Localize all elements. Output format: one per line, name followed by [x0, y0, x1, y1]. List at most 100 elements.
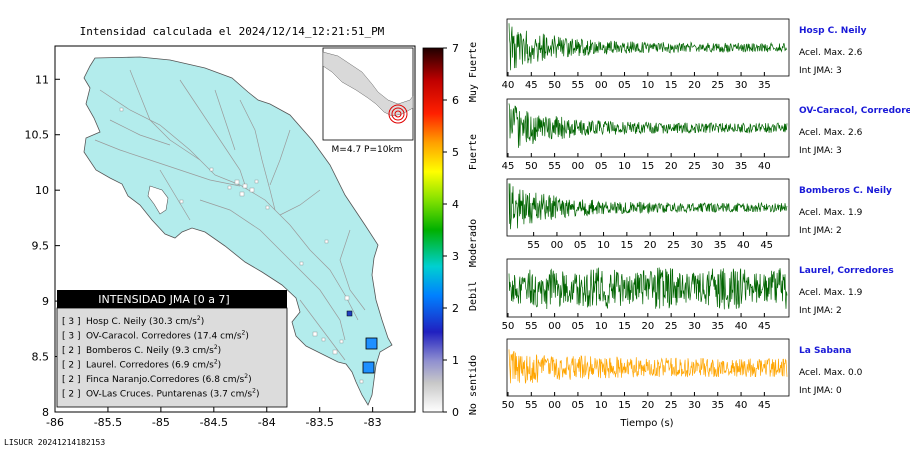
map-x-tick-label: -85	[152, 416, 170, 429]
waveform-x-tick-label: 45	[760, 240, 773, 251]
waveform-x-tick-label: 50	[502, 321, 515, 332]
legend-item-level: [ 2 ]	[62, 346, 80, 356]
waveform-x-tick-label: 15	[641, 161, 654, 172]
station-name: OV-Caracol, Corredore	[799, 106, 910, 116]
waveform-x-tick-label: 10	[595, 400, 608, 411]
station-name: Bomberos C. Neily	[799, 186, 892, 196]
legend-item-level: [ 2 ]	[62, 390, 80, 400]
station-name: La Sabana	[799, 346, 852, 356]
waveform-x-tick-label: 50	[525, 161, 538, 172]
waveform-x-tick-label: 40	[502, 80, 515, 91]
waveform-x-tick-label: 15	[618, 400, 631, 411]
waveform-x-tick-label: 50	[502, 400, 515, 411]
waveform-x-tick-label: 00	[595, 80, 608, 91]
waveform-x-tick-label: 25	[667, 240, 680, 251]
legend-item: OV-Las Cruces. Puntarenas (3.7 cm/s2)	[86, 388, 259, 400]
waveform-x-tick-label: 45	[525, 80, 538, 91]
station-marker-ov-las-cruces	[362, 361, 375, 374]
waveform-x-tick-label: 20	[641, 321, 654, 332]
waveform-x-tick-label: 45	[502, 161, 515, 172]
intensity-legend: INTENSIDAD JMA [0 a 7] [ 3 ] Hosp C. Neil…	[56, 290, 288, 408]
station-accel-max: Acel. Max. 1.9	[799, 288, 863, 298]
waveform-x-tick-label: 55	[527, 240, 540, 251]
colorbar-category-label: Muy Fuerte	[468, 42, 479, 102]
station-marker-laurel	[346, 310, 353, 317]
costa-rica-land	[83, 56, 393, 406]
waveform-x-tick-label: 55	[572, 80, 585, 91]
waveform-x-tick-label: 55	[548, 161, 561, 172]
colorbar-tick-label: 3	[452, 250, 459, 263]
map-y-tick-label: 9	[42, 295, 49, 308]
waveform-trace	[508, 183, 788, 230]
waveform-x-tick-label: 30	[711, 161, 724, 172]
waveform-x-tick-label: 10	[641, 80, 654, 91]
map-y-tick-label: 8	[42, 406, 49, 419]
colorbar-tick-label: 5	[452, 146, 459, 159]
map-y-tick-label: 10	[35, 184, 49, 197]
legend-title: INTENSIDAD JMA [0 a 7]	[98, 293, 229, 306]
legend-item: Laurel. Corredores (6.9 cm/s2)	[86, 359, 221, 371]
waveform-x-tick-label: 10	[618, 161, 631, 172]
x-axis-label: Tiempo (s)	[619, 418, 673, 429]
colorbar-tick-label: 2	[452, 302, 459, 315]
waveform-x-tick-label: 30	[690, 240, 703, 251]
station-int-jma: Int JMA: 3	[799, 146, 842, 156]
map-y-tick-label: 8.5	[32, 351, 50, 364]
waveform-trace	[508, 267, 788, 310]
waveform-x-tick-label: 00	[548, 400, 561, 411]
footer-id: LISUCR 20241214182153	[4, 438, 106, 447]
waveform-trace	[508, 349, 788, 384]
colorbar-category-label: Moderado	[468, 219, 479, 267]
waveform-x-tick-label: 35	[758, 80, 771, 91]
road-network	[94, 69, 366, 361]
colorbar-category-label: Fuerte	[468, 134, 479, 170]
waveform-x-tick-label: 00	[572, 161, 585, 172]
colorbar-category-label: No sentido	[468, 355, 479, 415]
waveform-trace	[508, 103, 788, 148]
waveform-x-tick-label: 30	[688, 400, 701, 411]
waveform-x-tick-label: 40	[737, 240, 750, 251]
waveform-x-tick-label: 05	[572, 400, 585, 411]
waveform-x-tick-label: 05	[574, 240, 587, 251]
waveform-x-tick-label: 30	[735, 80, 748, 91]
waveform-panel: 50 55 00 05 10 15 20 25 30 35 40 45 La Sabana Acel. M…	[502, 338, 863, 411]
waveform-x-tick-label: 35	[735, 161, 748, 172]
legend-item-level: [ 2 ]	[62, 361, 80, 371]
station-int-jma: Int JMA: 2	[799, 306, 842, 316]
map-x-tick-label: -84	[258, 416, 276, 429]
colorbar-tick-label: 6	[452, 94, 459, 107]
station-accel-max: Acel. Max. 2.6	[799, 48, 863, 58]
colorbar-category-label: Debil	[468, 281, 479, 311]
station-accel-max: Acel. Max. 1.9	[799, 208, 863, 218]
location-inset: M=4.7 P=10km	[322, 47, 414, 155]
waveform-x-tick-label: 50	[548, 80, 561, 91]
map-x-tick-label: -84.5	[200, 416, 228, 429]
waveform-x-tick-label: 00	[548, 321, 561, 332]
waveform-x-tick-label: 45	[758, 400, 771, 411]
waveform-x-tick-label: 15	[665, 80, 678, 91]
legend-item: Hosp C. Neily (30.3 cm/s2)	[86, 315, 204, 327]
waveform-panel: 50 55 00 05 10 15 20 25 30 35 40 45 Laurel, Corredor…	[502, 258, 894, 332]
inset-magnitude-label: M=4.7 P=10km	[332, 145, 403, 155]
colorbar-tick-label: 4	[452, 198, 459, 211]
legend-item-level: [ 3 ]	[62, 317, 80, 327]
waveform-x-tick-label: 55	[525, 321, 538, 332]
station-name: Hosp C. Neily	[799, 26, 867, 36]
waveform-x-tick-label: 25	[711, 80, 724, 91]
waveform-x-tick-label: 35	[711, 400, 724, 411]
map-x-tick-label: -85.5	[94, 416, 122, 429]
station-int-jma: Int JMA: 0	[799, 386, 842, 396]
waveform-x-tick-label: 25	[688, 161, 701, 172]
legend-item: Finca Naranjo.Corredores (6.8 cm/s2)	[86, 373, 252, 385]
map-title: Intensidad calculada el 2024/12/14_12:21…	[80, 25, 385, 38]
waveform-x-tick-label: 45	[758, 321, 771, 332]
map-x-tick-label: -86	[46, 416, 64, 429]
waveform-panel: 40 45 50 55 00 05 10 15 20 25 30 35 Hosp C. Neily Ace…	[502, 18, 867, 91]
legend-item-level: [ 3 ]	[62, 332, 80, 342]
station-accel-max: Acel. Max. 2.6	[799, 128, 863, 138]
colorbar-tick-label: 1	[452, 354, 459, 367]
station-accel-max: Acel. Max. 0.0	[799, 368, 863, 378]
waveform-panel: 55 00 05 10 15 20 25 30 35 40 45 Bomberos C. Neily A…	[506, 178, 892, 251]
station-int-jma: Int JMA: 3	[799, 66, 842, 76]
